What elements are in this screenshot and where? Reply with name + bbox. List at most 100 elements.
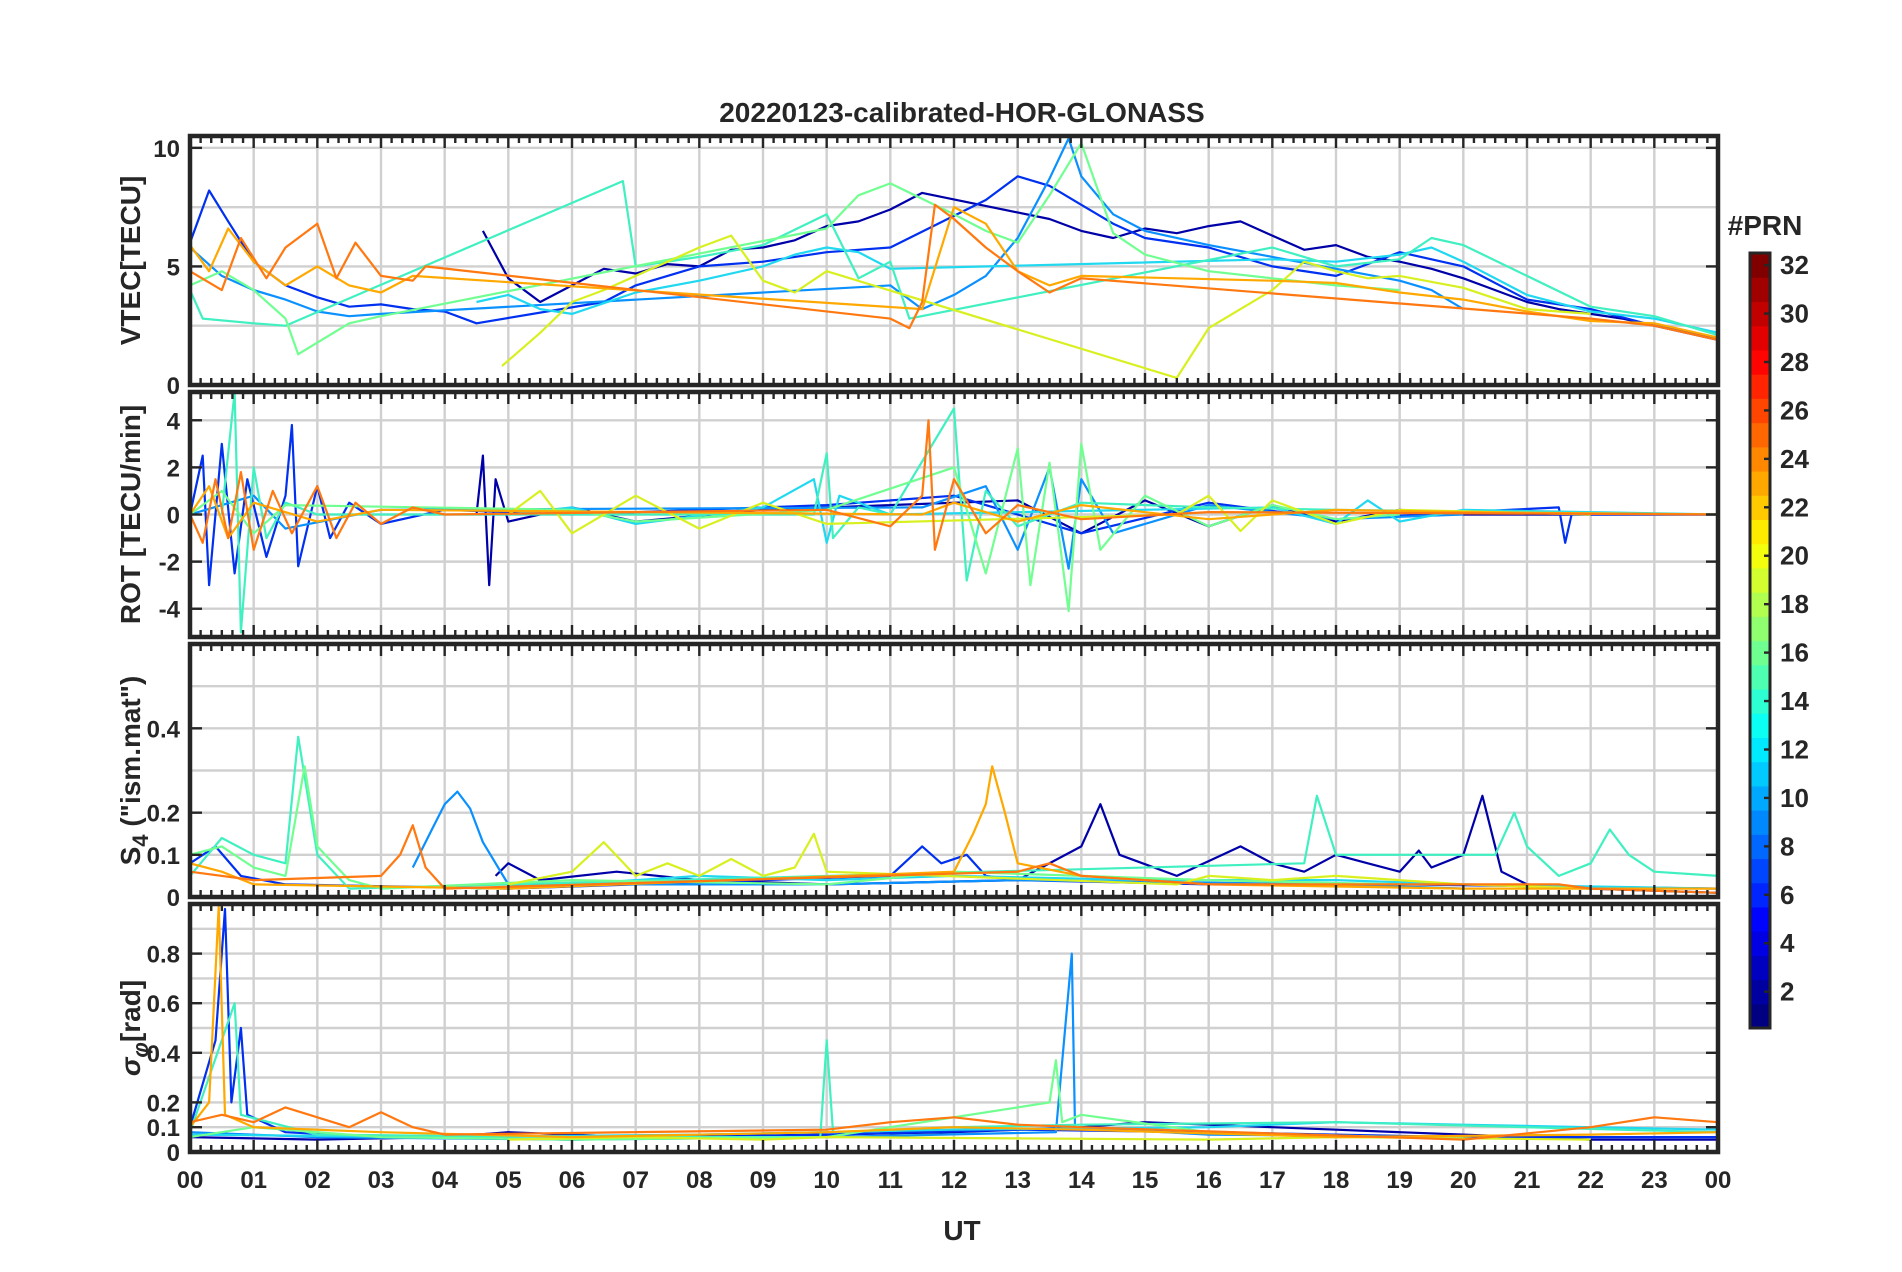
colorbar-segment [1750, 374, 1770, 399]
series-line-prn-16 [190, 765, 1400, 890]
y-axis-label: ROT [TECU/min] [115, 405, 146, 624]
chart-title: 20220123-calibrated-HOR-GLONASS [719, 97, 1205, 128]
x-tick-label: 20 [1450, 1167, 1477, 1194]
x-tick-label: 03 [368, 1167, 395, 1194]
y-tick-label: 0 [167, 1140, 180, 1167]
y-tick-label: 0 [167, 503, 180, 530]
x-tick-label: 09 [750, 1167, 777, 1194]
panel-rot: -4 -2 0 2 4 ROT [TECU/min] [115, 389, 1721, 640]
y-tick-label: -4 [159, 597, 181, 624]
series-line-prn-16 [190, 142, 1400, 356]
colorbar-segment [1750, 398, 1770, 424]
colorbar-segment [1750, 616, 1770, 642]
series-line-prn-2 [481, 191, 1718, 341]
colorbar-tick-label: 24 [1780, 444, 1809, 474]
x-axis-label: UT [943, 1215, 980, 1246]
colorbar-segment [1750, 931, 1770, 956]
x-tick-label: 22 [1577, 1167, 1604, 1194]
colorbar-tick-label: 6 [1780, 880, 1794, 910]
colorbar-tick-label: 32 [1780, 250, 1809, 280]
colorbar-segment [1750, 737, 1770, 763]
y-tick-label: 0 [167, 885, 180, 912]
y-tick-label: 0.2 [147, 1090, 180, 1117]
colorbar-segment [1750, 1003, 1770, 1029]
x-tick-label: 23 [1641, 1167, 1668, 1194]
colorbar-segment [1750, 761, 1770, 787]
colorbar-segment [1750, 906, 1770, 932]
x-tick-label: 17 [1259, 1167, 1286, 1194]
x-tick-label: 13 [1004, 1167, 1031, 1194]
y-axis-label: S4 ("ism.mat") [115, 676, 153, 866]
colorbar-segment [1750, 422, 1770, 448]
colorbar-tick-label: 20 [1780, 541, 1809, 571]
colorbar-segment [1750, 834, 1770, 860]
x-tick-label: 14 [1068, 1167, 1095, 1194]
series-line-prn-12 [476, 246, 1718, 334]
series-line-prn-22 [190, 206, 1718, 339]
x-tick-label: 15 [1132, 1167, 1159, 1194]
colorbar-tick-label: 30 [1780, 299, 1809, 329]
colorbar-segment [1750, 446, 1770, 472]
x-tick-label: 16 [1195, 1167, 1222, 1194]
series-line-prn-22 [190, 905, 1718, 1139]
y-tick-label: 4 [167, 408, 181, 435]
series-line-prn-14 [190, 1002, 1718, 1139]
y-tick-label: 0.4 [147, 716, 181, 743]
x-tick-label: 00 [1705, 1167, 1732, 1194]
colorbar-segment [1750, 664, 1770, 690]
x-tick-label: 06 [559, 1167, 586, 1194]
series-line-prn-19 [508, 832, 1591, 890]
series-group [190, 905, 1718, 1141]
colorbar-tick-label: 28 [1780, 347, 1809, 377]
colorbar-tick-label: 12 [1780, 734, 1809, 764]
y-axis-label: VTEC[TECU] [115, 176, 146, 346]
colorbar-tick-label: 2 [1780, 977, 1794, 1007]
x-tick-label: 18 [1323, 1167, 1350, 1194]
colorbar-segment [1750, 688, 1770, 714]
y-tick-label: 0.1 [147, 843, 180, 870]
colorbar-label: #PRN [1728, 210, 1803, 241]
series-line-prn-24 [190, 419, 1718, 551]
series-line-prn-14 [190, 735, 1718, 890]
colorbar-segment [1750, 349, 1770, 375]
series-line-prn-22 [190, 485, 1718, 540]
x-tick-label: 12 [941, 1167, 968, 1194]
colorbar-segment [1750, 979, 1770, 1005]
x-tick-label: 01 [240, 1167, 267, 1194]
colorbar-segment [1750, 253, 1770, 278]
colorbar-segment [1750, 567, 1770, 593]
y-tick-label: 0.6 [147, 991, 180, 1018]
series-group [190, 735, 1718, 894]
y-tick-label: 5 [167, 254, 180, 281]
panel-s4: 0 0.1 0.2 0.4S4 ("ism.mat") [115, 641, 1721, 912]
colorbar-tick-label: 26 [1780, 395, 1809, 425]
series-line-prn-16 [190, 1059, 1400, 1141]
y-tick-label: 0.1 [147, 1115, 180, 1142]
y-tick-label: 0 [167, 373, 180, 400]
y-tick-label: 2 [167, 455, 180, 482]
colorbar-segment [1750, 858, 1770, 884]
colorbar-tick-label: 4 [1780, 928, 1795, 958]
colorbar-segment [1750, 640, 1770, 666]
colorbar-tick-label: 16 [1780, 638, 1809, 668]
x-tick-label: 10 [813, 1167, 840, 1194]
series-line-prn-24 [190, 1106, 1718, 1141]
colorbar-tick-label: 14 [1780, 686, 1809, 716]
colorbar-segment [1750, 955, 1770, 981]
colorbar-tick-label: 18 [1780, 589, 1809, 619]
x-tick-label: 08 [686, 1167, 713, 1194]
colorbar-segment [1750, 810, 1770, 835]
x-tick-label: 11 [878, 1167, 903, 1194]
x-tick-label: 21 [1514, 1167, 1541, 1194]
y-tick-label: 0.4 [147, 1041, 181, 1068]
x-tick-label: 02 [304, 1167, 331, 1194]
y-axis-label: σφ[rad] [115, 980, 153, 1076]
colorbar-tick-label: 22 [1780, 492, 1809, 522]
colorbar-segment [1750, 713, 1770, 738]
colorbar-segment [1750, 301, 1770, 327]
panel-vtec: 0 5 10 VTEC[TECU] [115, 133, 1721, 400]
y-tick-label: 0.8 [147, 942, 180, 969]
colorbar-tick-label: 8 [1780, 831, 1794, 861]
colorbar-segment [1750, 882, 1770, 908]
